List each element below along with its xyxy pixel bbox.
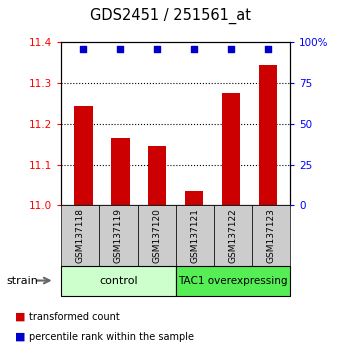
Text: GSM137118: GSM137118 — [76, 208, 85, 263]
Bar — [111, 138, 130, 205]
Point — [118, 46, 123, 51]
Text: ■: ■ — [15, 312, 26, 322]
Point — [265, 46, 270, 51]
Text: GSM137120: GSM137120 — [152, 208, 161, 263]
Text: control: control — [99, 275, 138, 286]
Text: GSM137121: GSM137121 — [190, 208, 199, 263]
Text: transformed count: transformed count — [29, 312, 120, 322]
Text: GSM137123: GSM137123 — [266, 208, 275, 263]
Text: GSM137122: GSM137122 — [228, 208, 237, 263]
Bar — [258, 65, 277, 205]
Text: TAC1 overexpressing: TAC1 overexpressing — [178, 275, 287, 286]
Point — [154, 46, 160, 51]
Text: ■: ■ — [15, 332, 26, 342]
Text: strain: strain — [7, 275, 39, 286]
Bar — [74, 105, 93, 205]
Text: GSM137119: GSM137119 — [114, 208, 123, 263]
Text: percentile rank within the sample: percentile rank within the sample — [29, 332, 194, 342]
Point — [228, 46, 234, 51]
Bar — [148, 146, 166, 205]
Bar — [222, 93, 240, 205]
Point — [81, 46, 86, 51]
Text: GDS2451 / 251561_at: GDS2451 / 251561_at — [90, 8, 251, 24]
Bar — [185, 191, 203, 205]
Point — [191, 46, 197, 51]
